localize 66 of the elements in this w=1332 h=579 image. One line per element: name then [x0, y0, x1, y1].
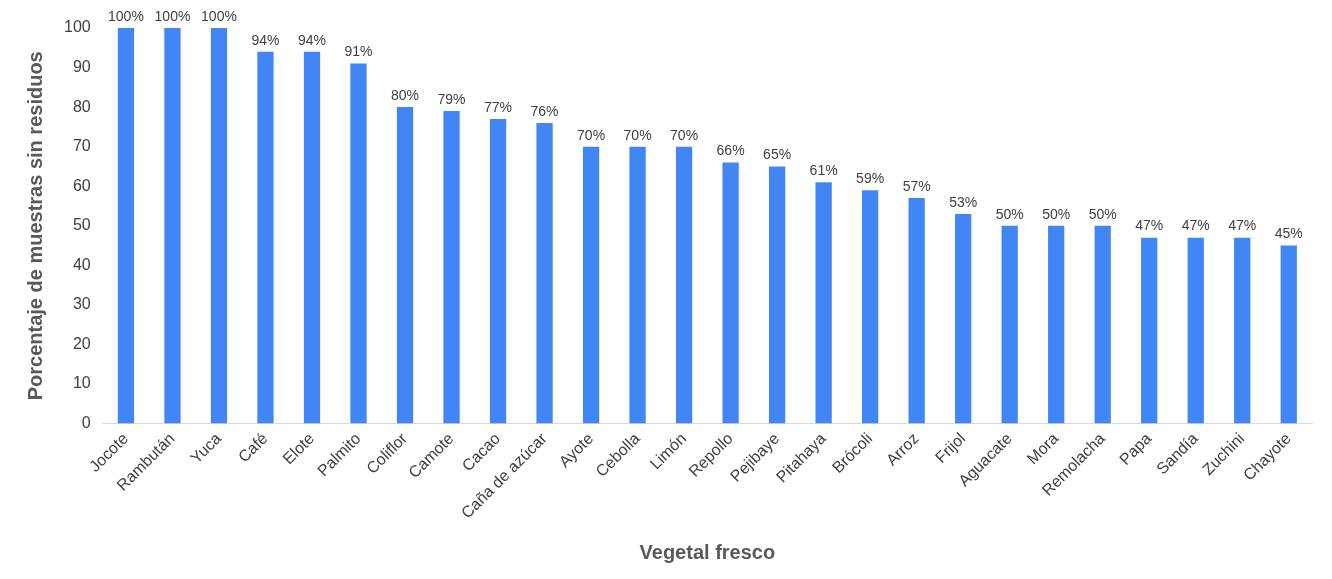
x-axis-title: Vegetal fresco: [639, 540, 776, 563]
data-label: 57%: [902, 177, 931, 194]
bar: [1234, 237, 1251, 424]
y-tick-label: 0: [81, 413, 91, 431]
data-label: 91%: [344, 43, 373, 60]
y-tick-label: 30: [72, 295, 91, 313]
bar: [396, 107, 414, 424]
bar: [443, 111, 460, 424]
bar: [1141, 237, 1158, 424]
data-label: 47%: [1181, 217, 1210, 234]
data-label: 79%: [437, 90, 466, 107]
bar: [117, 28, 135, 424]
bar: [164, 28, 181, 424]
bar: [722, 162, 739, 424]
data-label: 47%: [1228, 217, 1257, 234]
bar: [862, 190, 879, 424]
bar: [675, 146, 693, 424]
data-label: 100%: [108, 7, 144, 24]
bar: [1094, 225, 1111, 424]
bar: [350, 63, 367, 424]
y-tick-label: 100: [63, 18, 91, 36]
data-label: 50%: [1088, 205, 1117, 222]
data-label: 70%: [670, 126, 699, 143]
bar: [303, 51, 321, 424]
bar: [1280, 245, 1297, 424]
bar: [955, 213, 972, 424]
y-tick-label: 10: [72, 374, 91, 392]
y-tick-label: 60: [72, 176, 91, 194]
bar: [1048, 225, 1065, 424]
bar: [489, 118, 507, 424]
bar: [1001, 225, 1018, 424]
y-tick-label: 80: [72, 97, 91, 115]
bar: [1187, 237, 1204, 424]
data-label: 100%: [201, 7, 237, 24]
y-tick-label: 40: [72, 255, 91, 273]
data-label: 66%: [716, 142, 745, 159]
y-axis-title: Porcentaje de muestras sin residuos: [23, 51, 46, 401]
bar: [582, 146, 600, 424]
bar: [768, 166, 786, 424]
bar: [908, 198, 925, 424]
data-label: 94%: [297, 31, 327, 48]
data-label: 100%: [154, 7, 191, 24]
data-label: 50%: [995, 205, 1024, 222]
bar: [210, 28, 228, 424]
data-label: 45%: [1274, 225, 1303, 242]
y-tick-label: 90: [72, 57, 91, 75]
y-tick-label: 70: [72, 137, 91, 155]
data-label: 53%: [949, 193, 978, 210]
y-tick-label: 50: [72, 216, 91, 234]
bar: [257, 51, 274, 424]
data-label: 70%: [623, 126, 652, 143]
bar: [629, 146, 646, 424]
data-label: 80%: [391, 86, 420, 103]
data-label: 65%: [763, 146, 792, 163]
data-label: 59%: [856, 170, 885, 187]
data-label: 94%: [251, 31, 280, 48]
bar: [536, 122, 553, 424]
data-label: 50%: [1042, 205, 1071, 222]
data-label: 70%: [577, 126, 606, 143]
data-label: 76%: [530, 102, 559, 119]
bar: [815, 182, 832, 424]
data-label: 47%: [1135, 217, 1164, 234]
y-tick-label: 20: [72, 334, 91, 352]
data-label: 77%: [484, 98, 513, 115]
x-tick-label: Yuca: [187, 429, 225, 467]
data-label: 61%: [809, 162, 838, 179]
